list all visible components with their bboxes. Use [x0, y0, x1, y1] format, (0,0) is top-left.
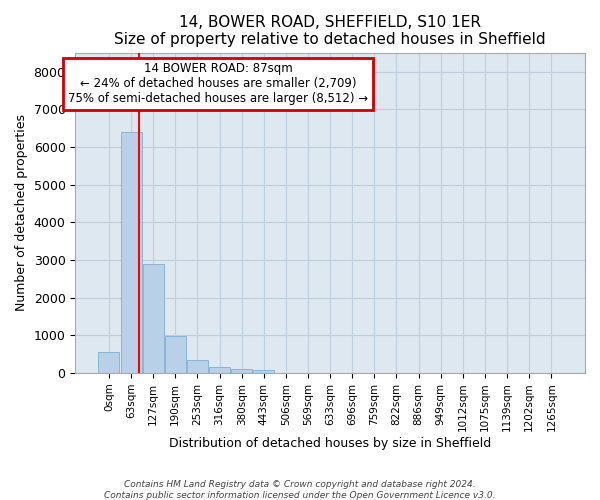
Bar: [209, 367, 230, 373]
Bar: [143, 264, 164, 373]
Text: Contains HM Land Registry data © Crown copyright and database right 2024.
Contai: Contains HM Land Registry data © Crown c…: [104, 480, 496, 500]
Bar: [187, 360, 208, 373]
X-axis label: Distribution of detached houses by size in Sheffield: Distribution of detached houses by size …: [169, 437, 491, 450]
Bar: [231, 369, 252, 373]
Bar: [253, 370, 274, 373]
Bar: [98, 352, 119, 373]
Bar: [165, 336, 186, 373]
Title: 14, BOWER ROAD, SHEFFIELD, S10 1ER
Size of property relative to detached houses : 14, BOWER ROAD, SHEFFIELD, S10 1ER Size …: [115, 15, 546, 48]
Y-axis label: Number of detached properties: Number of detached properties: [15, 114, 28, 312]
Text: 14 BOWER ROAD: 87sqm
← 24% of detached houses are smaller (2,709)
75% of semi-de: 14 BOWER ROAD: 87sqm ← 24% of detached h…: [68, 62, 368, 106]
Bar: [121, 132, 142, 373]
